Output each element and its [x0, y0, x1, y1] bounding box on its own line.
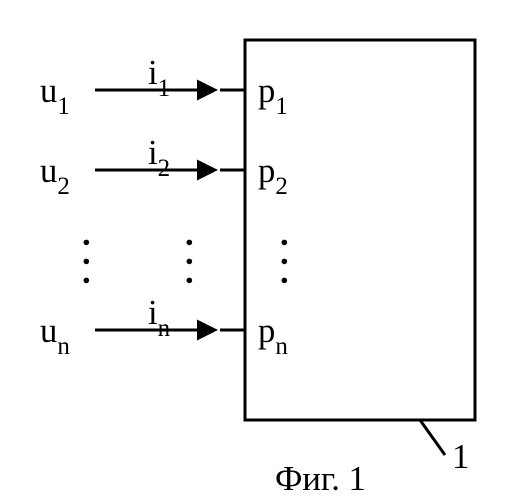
label-u-3-sub: n	[57, 333, 69, 360]
label-p-3-sub: n	[275, 333, 287, 360]
reference-leader	[420, 420, 445, 455]
label-p-2-sub: 2	[275, 173, 287, 200]
reference-number: 1	[452, 438, 469, 477]
label-i-1: i1	[148, 54, 170, 99]
label-i-3-base: i	[148, 294, 158, 332]
label-i-3-sub: n	[158, 315, 170, 342]
vdots-2: ...	[185, 225, 194, 282]
label-u-1-sub: 1	[57, 93, 69, 120]
label-u-2-base: u	[40, 152, 57, 190]
label-p-1-base: p	[258, 72, 275, 110]
vdots-3: ...	[280, 225, 289, 282]
label-u-2: u2	[40, 152, 70, 197]
label-u-2-sub: 2	[57, 173, 69, 200]
label-i-1-sub: 1	[158, 75, 170, 102]
label-p-2: p2	[258, 152, 288, 197]
vdots-1-dot: .	[82, 263, 91, 282]
vdots-2-dot: .	[185, 263, 194, 282]
label-i-3: in	[148, 294, 170, 339]
vdots-1: ...	[82, 225, 91, 282]
diagram-container: u1u2uni1i2inp1p2pn1.........Фиг. 1	[0, 0, 516, 500]
label-u-3-base: u	[40, 312, 57, 350]
reference-number-base: 1	[452, 438, 469, 476]
label-u-1: u1	[40, 72, 70, 117]
label-p-3: pn	[258, 312, 288, 357]
label-i-2-sub: 2	[158, 155, 170, 182]
label-i-2: i2	[148, 134, 170, 179]
label-i-2-base: i	[148, 134, 158, 172]
label-u-3: un	[40, 312, 70, 357]
figure-caption: Фиг. 1	[275, 460, 366, 499]
label-p-3-base: p	[258, 312, 275, 350]
label-u-1-base: u	[40, 72, 57, 110]
label-p-1-sub: 1	[275, 93, 287, 120]
label-i-1-base: i	[148, 54, 158, 92]
label-p-1: p1	[258, 72, 288, 117]
vdots-3-dot: .	[280, 263, 289, 282]
label-p-2-base: p	[258, 152, 275, 190]
